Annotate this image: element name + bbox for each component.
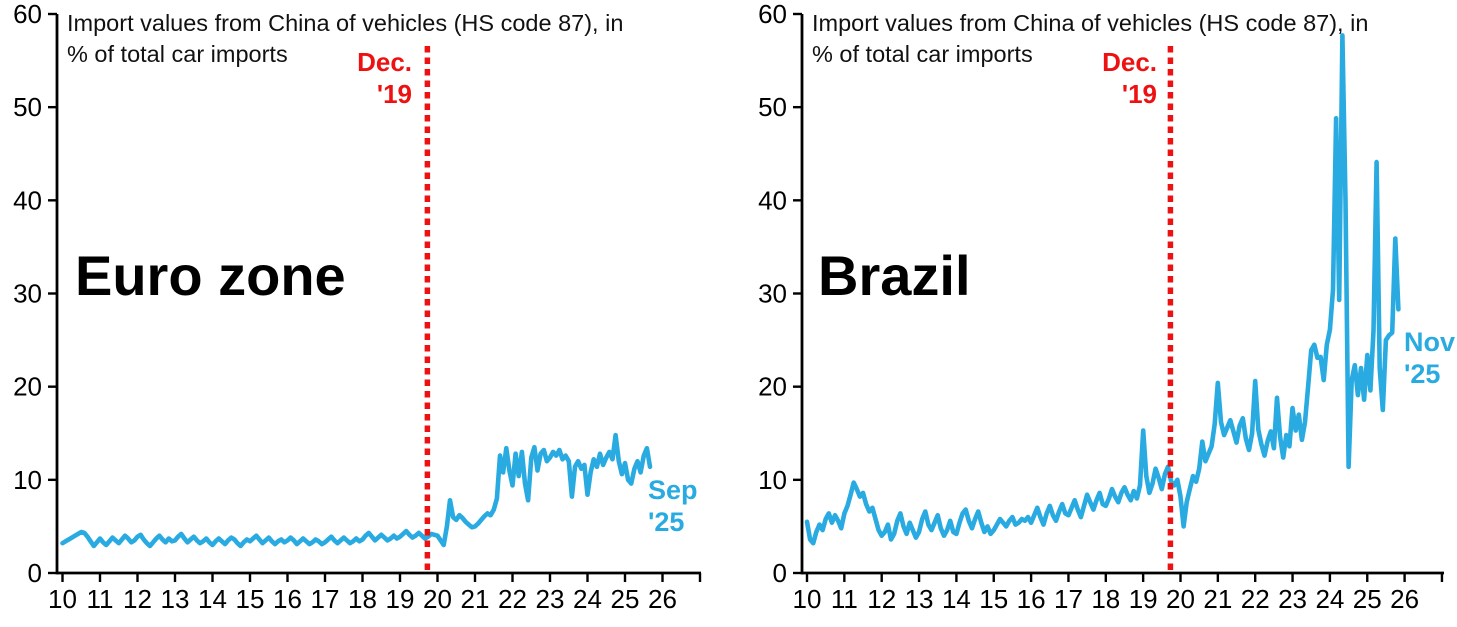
eurozone-x-tick-label: 24 (573, 584, 602, 614)
brazil-title-line-1: Import values from China of vehicles (HS… (812, 10, 1369, 36)
brazil-event-label: Dec. '19 (1057, 46, 1157, 110)
eurozone-event-label-line-2: '19 (376, 79, 412, 109)
eurozone-y-tick-label: 30 (13, 279, 42, 309)
brazil-x-tick-label: 22 (1241, 584, 1270, 614)
brazil-x-tick-label: 25 (1353, 584, 1382, 614)
brazil-x-tick-label: 20 (1166, 584, 1195, 614)
brazil-x-tick-label: 23 (1278, 584, 1307, 614)
eurozone-x-tick-label: 19 (386, 584, 415, 614)
brazil-event-label-line-2: '19 (1121, 79, 1157, 109)
brazil-x-tick-label: 16 (1017, 584, 1046, 614)
brazil-end-label: Nov '25 (1404, 326, 1455, 390)
eurozone-title-line-1: Import values from China of vehicles (HS… (67, 10, 624, 36)
eurozone-x-tick-label: 20 (423, 584, 452, 614)
eurozone-y-tick-label: 10 (13, 465, 42, 495)
brazil-y-tick-label: 10 (758, 465, 787, 495)
brazil-x-tick-label: 19 (1129, 584, 1158, 614)
eurozone-y-tick-label: 40 (13, 185, 42, 215)
eurozone-end-label-line-2: '25 (648, 507, 685, 537)
eurozone-y-tick-label: 0 (28, 558, 42, 588)
eurozone-x-tick-label: 13 (161, 584, 190, 614)
eurozone-x-tick-label: 15 (236, 584, 265, 614)
brazil-y-tick-label: 30 (758, 279, 787, 309)
eurozone-x-tick-label: 22 (498, 584, 527, 614)
eurozone-x-tick-label: 16 (273, 584, 302, 614)
brazil-region-label: Brazil (818, 244, 971, 307)
eurozone-region-label: Euro zone (75, 244, 346, 307)
eurozone-x-tick-label: 21 (461, 584, 490, 614)
eurozone-end-label: Sep '25 (648, 474, 698, 538)
brazil-y-tick-label: 40 (758, 185, 787, 215)
eurozone-x-tick-label: 25 (611, 584, 640, 614)
brazil-x-tick-label: 14 (942, 584, 971, 614)
brazil-x-tick-label: 13 (905, 584, 934, 614)
brazil-x-tick-label: 11 (831, 584, 858, 614)
eurozone-y-tick-label: 50 (13, 92, 42, 122)
brazil-x-tick-label: 24 (1315, 584, 1344, 614)
eurozone-title-line-2: % of total car imports (67, 41, 288, 67)
brazil-event-label-line-1: Dec. (1102, 47, 1157, 77)
eurozone-event-label-line-1: Dec. (357, 47, 412, 77)
eurozone-x-tick-label: 26 (648, 584, 677, 614)
eurozone-end-label-line-1: Sep (648, 475, 698, 505)
eurozone-x-tick-label: 10 (48, 584, 77, 614)
brazil-series-line (804, 33, 1401, 546)
brazil-y-tick-label: 60 (758, 0, 787, 29)
eurozone-y-tick-label: 20 (13, 372, 42, 402)
eurozone-x-tick-label: 11 (87, 584, 114, 614)
brazil-title-line-2: % of total car imports (812, 41, 1033, 67)
eurozone-x-tick-label: 23 (536, 584, 565, 614)
brazil-x-tick-label: 21 (1203, 584, 1232, 614)
eurozone-x-tick-label: 18 (348, 584, 377, 614)
brazil-x-tick-label: 12 (867, 584, 896, 614)
eurozone-series-line (60, 432, 653, 549)
brazil-y-tick-label: 0 (773, 558, 787, 588)
brazil-x-tick-label: 18 (1091, 584, 1120, 614)
brazil-y-tick-label: 20 (758, 372, 787, 402)
eurozone-event-label: Dec. '19 (312, 46, 412, 110)
eurozone-y-tick-label: 60 (13, 0, 42, 29)
brazil-x-tick-label: 15 (979, 584, 1008, 614)
brazil-x-tick-label: 10 (793, 584, 822, 614)
brazil-x-tick-label: 17 (1054, 584, 1083, 614)
eurozone-x-tick-label: 14 (198, 584, 227, 614)
eurozone-x-tick-label: 12 (123, 584, 152, 614)
eurozone-x-tick-label: 17 (311, 584, 340, 614)
brazil-end-label-line-1: Nov (1404, 327, 1456, 357)
brazil-y-tick-label: 50 (758, 92, 787, 122)
brazil-end-label-line-2: '25 (1404, 359, 1441, 389)
brazil-x-tick-label: 26 (1390, 584, 1419, 614)
